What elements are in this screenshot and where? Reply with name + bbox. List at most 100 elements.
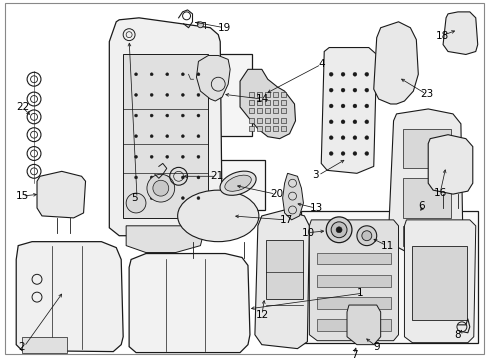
Circle shape (181, 155, 184, 158)
Bar (256, 100, 261, 105)
Circle shape (364, 120, 368, 124)
Circle shape (150, 94, 153, 96)
Text: 3: 3 (312, 170, 318, 180)
Circle shape (134, 73, 137, 76)
Circle shape (150, 135, 153, 138)
Bar (248, 126, 253, 131)
Text: 12: 12 (255, 310, 268, 320)
Circle shape (181, 197, 184, 199)
Polygon shape (404, 220, 475, 343)
Polygon shape (442, 12, 477, 54)
Circle shape (147, 174, 174, 202)
Polygon shape (309, 220, 398, 341)
Bar (272, 126, 277, 131)
Circle shape (181, 114, 184, 117)
Bar (256, 108, 261, 113)
Text: 20: 20 (269, 189, 282, 199)
Circle shape (340, 104, 345, 108)
Text: 16: 16 (433, 188, 447, 198)
Bar (317, 319, 390, 331)
Circle shape (352, 120, 356, 124)
Bar (248, 108, 253, 113)
Circle shape (364, 136, 368, 140)
Polygon shape (129, 253, 249, 352)
Text: 13: 13 (309, 203, 322, 213)
Text: 19: 19 (218, 23, 231, 33)
Bar (264, 108, 269, 113)
Polygon shape (282, 173, 303, 220)
Bar (248, 118, 253, 123)
Bar (248, 92, 253, 97)
Circle shape (165, 197, 168, 199)
Bar (256, 92, 261, 97)
Circle shape (340, 120, 345, 124)
Circle shape (197, 197, 200, 199)
Bar (256, 126, 261, 131)
Bar (280, 108, 285, 113)
Bar (208, 161, 264, 210)
Polygon shape (388, 109, 462, 256)
Circle shape (335, 227, 341, 233)
Circle shape (150, 73, 153, 76)
Circle shape (165, 155, 168, 158)
Polygon shape (16, 242, 123, 352)
Bar (248, 100, 253, 105)
Circle shape (197, 94, 200, 96)
Circle shape (361, 231, 371, 241)
Bar (264, 100, 269, 105)
Circle shape (340, 72, 345, 76)
Circle shape (126, 193, 145, 213)
Text: 11: 11 (380, 240, 393, 251)
Polygon shape (22, 337, 66, 352)
Bar (317, 253, 390, 265)
Circle shape (150, 114, 153, 117)
Text: 23: 23 (419, 89, 433, 99)
Polygon shape (196, 55, 230, 101)
Text: 15: 15 (16, 191, 29, 201)
Circle shape (364, 104, 368, 108)
Polygon shape (126, 226, 205, 253)
Circle shape (197, 73, 200, 76)
Circle shape (165, 73, 168, 76)
Circle shape (150, 176, 153, 179)
Circle shape (197, 114, 200, 117)
Circle shape (356, 226, 376, 246)
Circle shape (165, 114, 168, 117)
Text: 4: 4 (317, 59, 324, 69)
Ellipse shape (224, 175, 251, 191)
Circle shape (364, 88, 368, 92)
Bar (272, 118, 277, 123)
Circle shape (364, 152, 368, 156)
Polygon shape (346, 305, 380, 345)
Bar (256, 118, 261, 123)
Circle shape (325, 217, 351, 243)
Circle shape (165, 176, 168, 179)
Circle shape (197, 155, 200, 158)
Circle shape (328, 136, 332, 140)
Polygon shape (321, 48, 376, 173)
Circle shape (328, 72, 332, 76)
Bar (264, 126, 269, 131)
Circle shape (340, 152, 345, 156)
Polygon shape (240, 69, 295, 139)
Polygon shape (427, 135, 472, 194)
Circle shape (328, 104, 332, 108)
Circle shape (134, 135, 137, 138)
Circle shape (134, 114, 137, 117)
Bar (403, 178, 450, 218)
Bar (190, 54, 251, 136)
Circle shape (340, 136, 345, 140)
Polygon shape (254, 210, 309, 348)
Circle shape (134, 197, 137, 199)
Circle shape (328, 120, 332, 124)
Ellipse shape (177, 190, 258, 242)
Text: 14: 14 (255, 94, 268, 104)
Circle shape (352, 72, 356, 76)
Circle shape (328, 88, 332, 92)
Circle shape (181, 135, 184, 138)
Text: 9: 9 (373, 342, 379, 352)
Bar (280, 100, 285, 105)
Text: 17: 17 (279, 215, 292, 225)
Text: 5: 5 (131, 193, 138, 203)
Circle shape (352, 88, 356, 92)
